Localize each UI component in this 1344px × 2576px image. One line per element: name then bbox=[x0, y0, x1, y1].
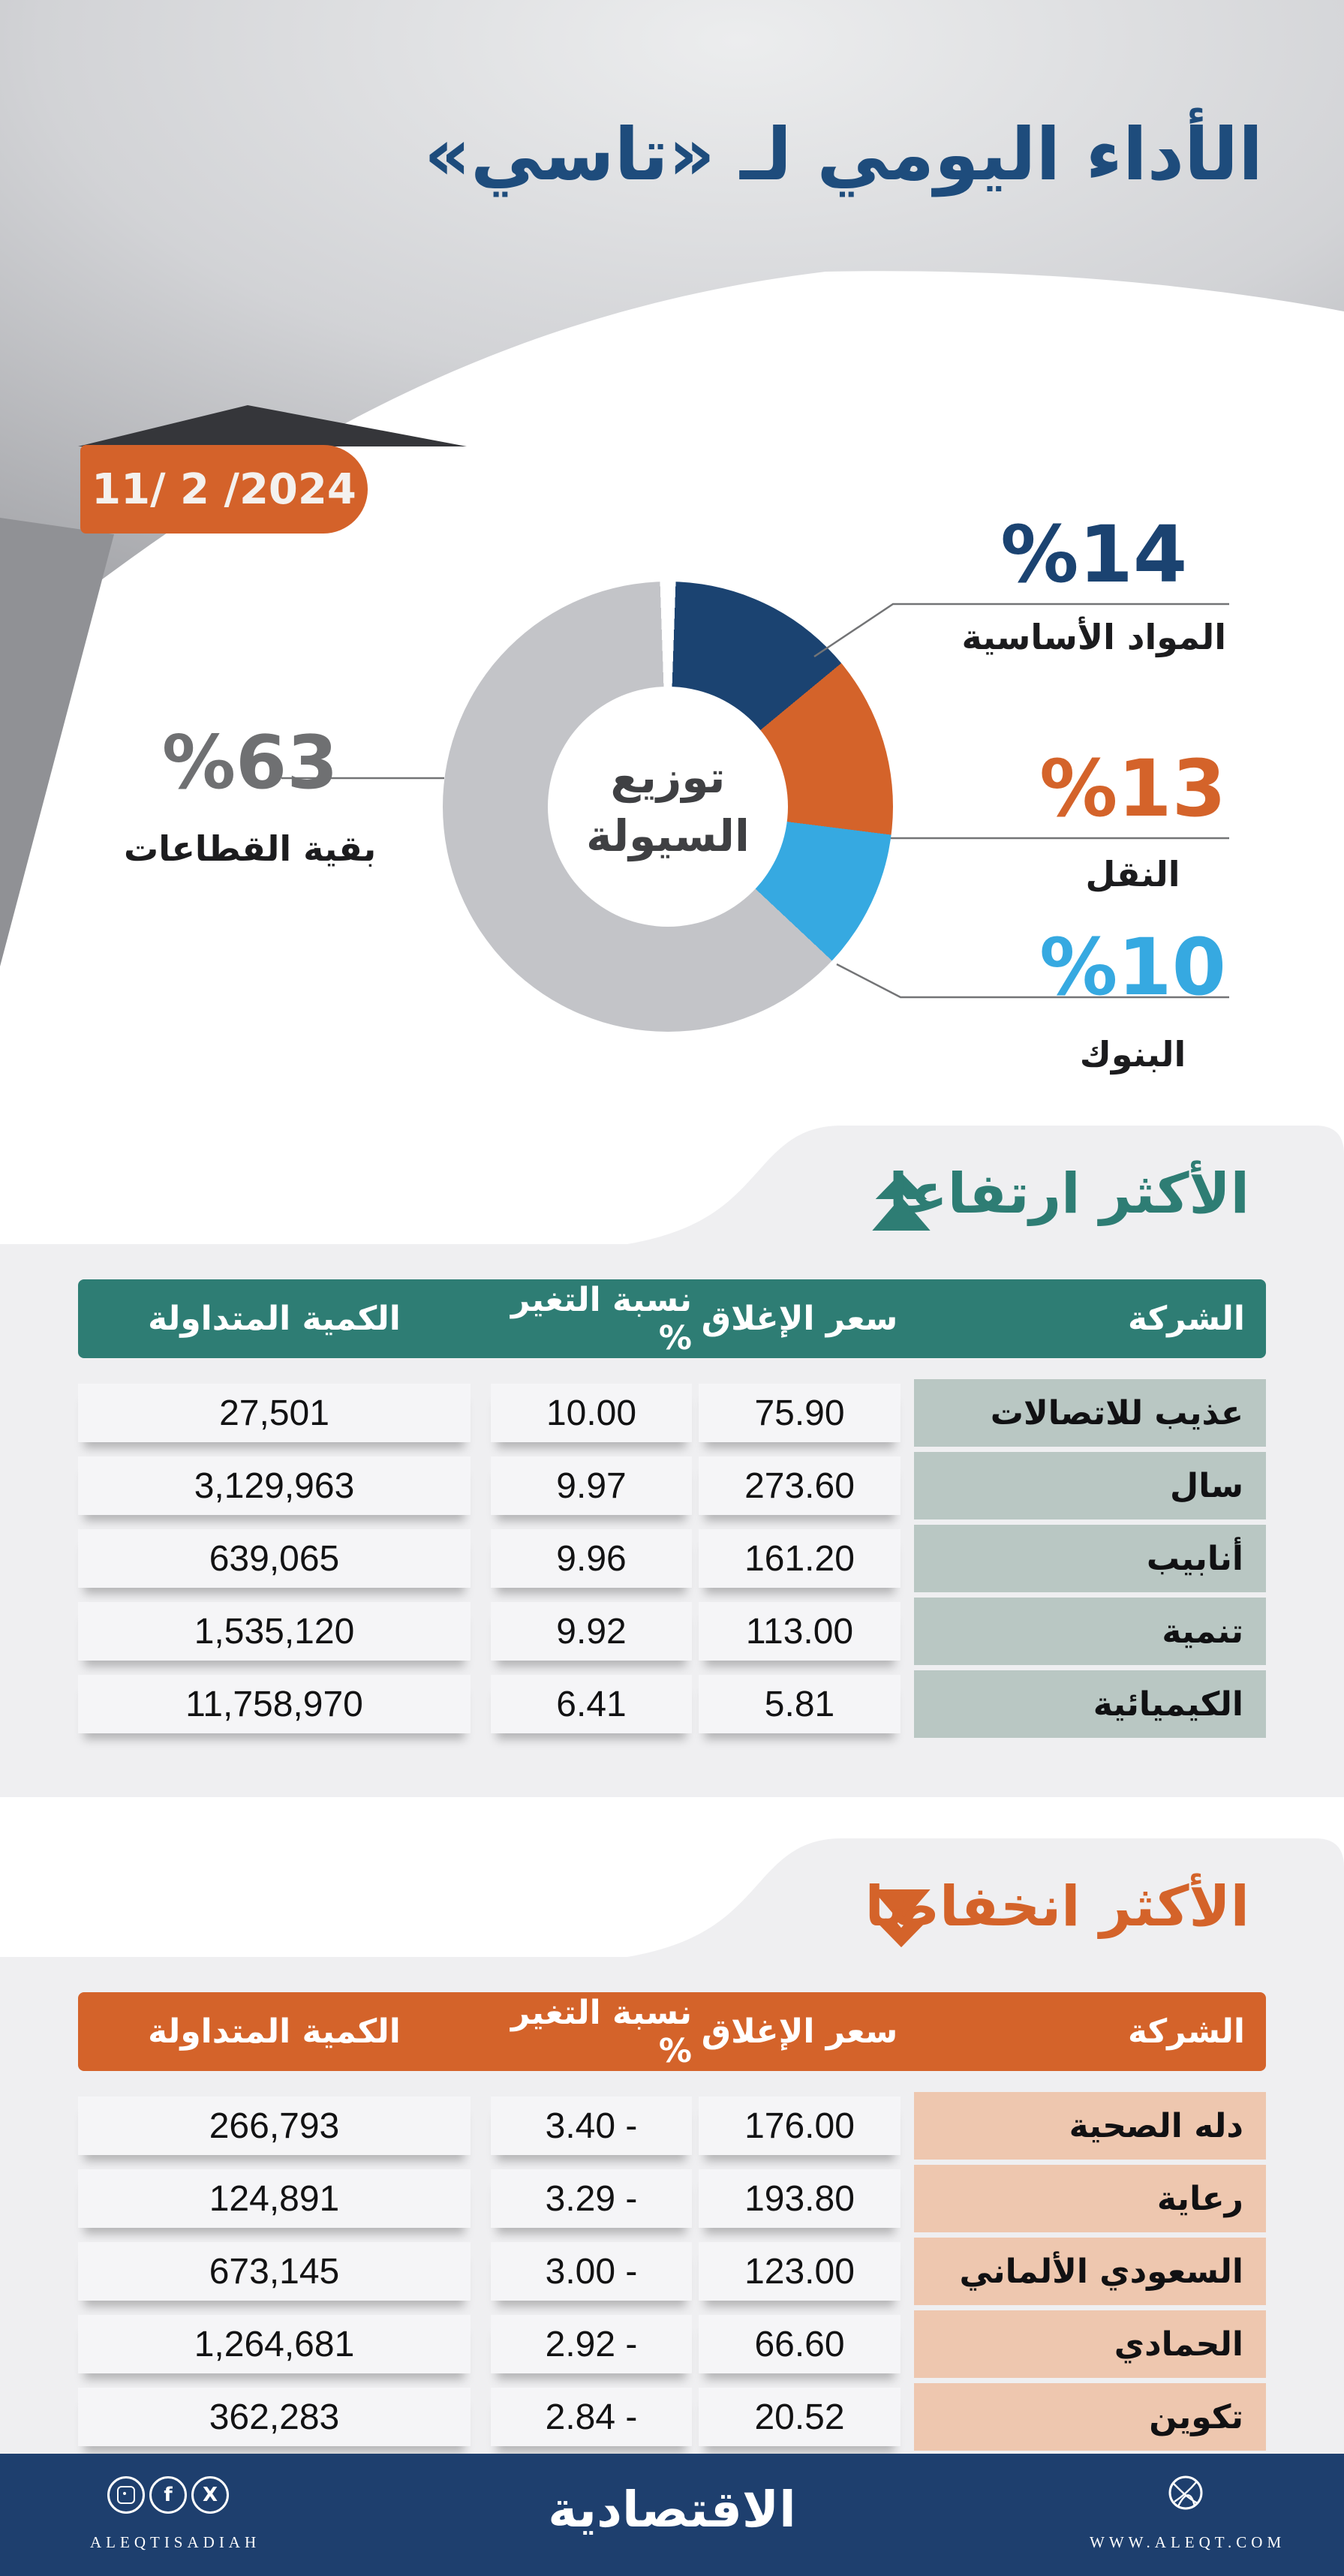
company-cell: رعاية bbox=[914, 2165, 1266, 2232]
transport-pct: %13 bbox=[1039, 743, 1226, 834]
qty-cell: 3,129,963 bbox=[78, 1456, 471, 1515]
liquidity-donut-chart: توزيع السيولة bbox=[443, 582, 893, 1032]
change-cell: 2.84 - bbox=[491, 2388, 692, 2446]
gainers-table-header: الشركة سعر الإغلاق نسبة التغير % الكمية … bbox=[78, 1279, 1266, 1358]
company-cell: الكيميائية bbox=[914, 1670, 1266, 1738]
qty-cell: 639,065 bbox=[78, 1529, 471, 1588]
ribbon-fold bbox=[78, 405, 467, 446]
company-cell: تنمية bbox=[914, 1598, 1266, 1665]
transport-name: النقل bbox=[1085, 854, 1180, 894]
qty-cell: 11,758,970 bbox=[78, 1675, 471, 1733]
x-twitter-icon[interactable]: X bbox=[191, 2476, 229, 2514]
qty-cell: 1,535,120 bbox=[78, 1602, 471, 1661]
facebook-icon[interactable]: f bbox=[149, 2476, 187, 2514]
chart-connector-lines bbox=[281, 603, 1229, 999]
change-cell: 3.00 - bbox=[491, 2242, 692, 2301]
up-arrows-icon bbox=[867, 1169, 936, 1234]
sector-label-banks: %10 البنوك bbox=[1039, 921, 1226, 1075]
close-cell: 273.60 bbox=[699, 1456, 901, 1515]
company-cell: السعودي الألماني bbox=[914, 2238, 1266, 2305]
sector-label-transport: %13 النقل bbox=[1039, 743, 1226, 894]
company-cell: تكوين bbox=[914, 2383, 1266, 2451]
qty-cell: 1,264,681 bbox=[78, 2315, 471, 2373]
close-cell: 66.60 bbox=[699, 2315, 901, 2373]
gainers-col-close: سعر الإغلاق bbox=[701, 1300, 898, 1338]
losers-section-title: الأكثر انخفاضا bbox=[864, 1874, 1249, 1939]
date-badge: 11/ 2 /2024 bbox=[80, 445, 368, 534]
gainers-section-title: الأكثر ارتفاعا bbox=[888, 1162, 1249, 1226]
basic-materials-name: المواد الأساسية bbox=[961, 617, 1226, 657]
sector-label-rest: %63 بقية القطاعات bbox=[124, 720, 376, 869]
date-text: 11/ 2 /2024 bbox=[92, 464, 356, 514]
donut-center-line1: توزيع bbox=[610, 751, 726, 803]
footer-left-caption: ALEQTISADIAH bbox=[90, 2533, 261, 2551]
company-cell: عذيب للاتصالات bbox=[914, 1379, 1266, 1447]
close-cell: 75.90 bbox=[699, 1384, 901, 1442]
page-title: الأداء اليومي لـ «تاسي» bbox=[424, 113, 1264, 197]
gainers-col-qty: الكمية المتداولة bbox=[148, 1300, 401, 1338]
globe-icon[interactable] bbox=[1168, 2475, 1204, 2511]
company-cell: أنابيب bbox=[914, 1525, 1266, 1592]
close-cell: 193.80 bbox=[699, 2169, 901, 2228]
change-cell: 9.92 bbox=[491, 1602, 692, 1661]
sector-label-basic-materials: %14 المواد الأساسية bbox=[961, 509, 1226, 657]
banks-name: البنوك bbox=[1079, 1034, 1186, 1075]
close-cell: 20.52 bbox=[699, 2388, 901, 2446]
change-cell: 6.41 bbox=[491, 1675, 692, 1733]
close-cell: 5.81 bbox=[699, 1675, 901, 1733]
company-cell: دله الصحية bbox=[914, 2092, 1266, 2160]
gainers-band-cap bbox=[585, 1126, 1344, 1249]
company-cell: الحمادي bbox=[914, 2310, 1266, 2378]
qty-cell: 27,501 bbox=[78, 1384, 471, 1442]
close-cell: 113.00 bbox=[699, 1602, 901, 1661]
losers-band-cap bbox=[585, 1838, 1344, 1962]
losers-col-qty: الكمية المتداولة bbox=[148, 2012, 401, 2051]
connector-banks bbox=[836, 963, 1229, 999]
close-cell: 161.20 bbox=[699, 1529, 901, 1588]
down-arrows-icon bbox=[867, 1886, 936, 1951]
donut-center-line2: السيولة bbox=[586, 810, 750, 861]
instagram-icon[interactable] bbox=[107, 2476, 145, 2514]
gainers-col-change: نسبة التغير % bbox=[511, 1280, 692, 1357]
donut-center-label: توزيع السيولة bbox=[548, 687, 788, 927]
losers-col-change: نسبة التغير % bbox=[511, 1993, 692, 2070]
company-cell: سال bbox=[914, 1452, 1266, 1519]
gainers-col-company: الشركة bbox=[1127, 1300, 1245, 1338]
footer-right-caption: WWW.ALEQT.COM bbox=[1090, 2533, 1286, 2551]
qty-cell: 266,793 bbox=[78, 2097, 471, 2155]
basic-materials-pct: %14 bbox=[1000, 509, 1188, 600]
footer-bar: f X ALEQTISADIAH الاقتصادية WWW.ALEQT.CO… bbox=[0, 2454, 1344, 2576]
losers-col-close: سعر الإغلاق bbox=[701, 2012, 898, 2051]
change-cell: 3.29 - bbox=[491, 2169, 692, 2228]
qty-cell: 362,283 bbox=[78, 2388, 471, 2446]
change-cell: 9.96 bbox=[491, 1529, 692, 1588]
change-cell: 10.00 bbox=[491, 1384, 692, 1442]
close-cell: 123.00 bbox=[699, 2242, 901, 2301]
banks-pct: %10 bbox=[1039, 921, 1226, 1013]
change-cell: 3.40 - bbox=[491, 2097, 692, 2155]
change-cell: 9.97 bbox=[491, 1456, 692, 1515]
newspaper-logo: الاقتصادية bbox=[548, 2481, 796, 2538]
losers-col-company: الشركة bbox=[1127, 2012, 1245, 2051]
connector-basic-materials bbox=[813, 603, 1229, 658]
change-cell: 2.92 - bbox=[491, 2315, 692, 2373]
qty-cell: 673,145 bbox=[78, 2242, 471, 2301]
close-cell: 176.00 bbox=[699, 2097, 901, 2155]
qty-cell: 124,891 bbox=[78, 2169, 471, 2228]
rest-pct: %63 bbox=[161, 720, 338, 806]
left-gray-wedge bbox=[0, 518, 114, 966]
rest-name: بقية القطاعات bbox=[124, 828, 377, 869]
losers-table-header: الشركة سعر الإغلاق نسبة التغير % الكمية … bbox=[78, 1992, 1266, 2071]
